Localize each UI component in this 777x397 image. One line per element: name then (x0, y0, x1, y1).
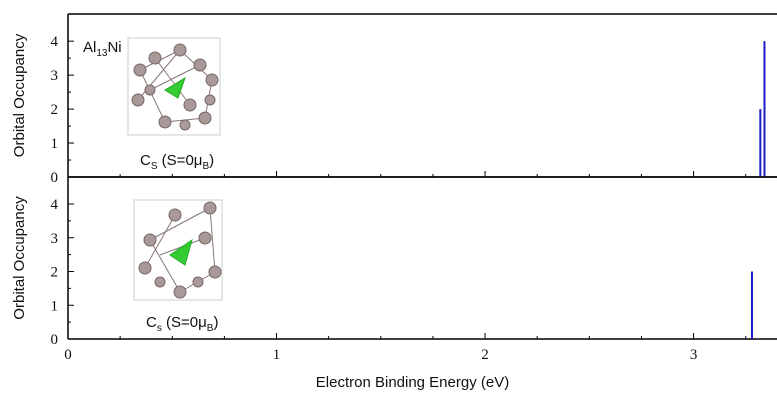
symmetry-annotation-part: C (140, 152, 151, 169)
x-tick-label: 1 (273, 347, 281, 363)
cluster-label-part: Al (83, 39, 96, 56)
cluster-image (128, 38, 220, 135)
page: {"chart_data": [ {"type": "bar", "label"… (0, 0, 777, 397)
y-axis-label: Orbital Occupancy (11, 196, 28, 320)
y-tick-label: 4 (51, 34, 59, 50)
chart: 01234Orbital OccupancyAl13NiCS (S=0μB)01… (0, 0, 777, 397)
y-tick-label: 0 (51, 332, 59, 348)
x-axis-label: Electron Binding Energy (eV) (316, 374, 509, 391)
y-tick-label: 2 (51, 102, 59, 118)
cluster-label-part: Ni (107, 39, 121, 56)
y-tick-label: 1 (51, 136, 59, 152)
symmetry-annotation: CS (S=0μB) (140, 152, 214, 172)
x-tick-label: 2 (481, 347, 489, 363)
y-axis-label: Orbital Occupancy (11, 33, 28, 157)
symmetry-annotation-part: (S=0μ (158, 152, 203, 169)
cluster-image (134, 200, 222, 300)
cluster-label: Al13Ni (83, 39, 122, 59)
x-tick-label: 0 (64, 347, 72, 363)
x-tick-label: 3 (690, 347, 698, 363)
y-tick-label: 1 (51, 298, 59, 314)
cluster-label-part: 13 (96, 48, 108, 59)
y-tick-label: 3 (51, 68, 59, 84)
y-tick-label: 2 (51, 265, 59, 281)
symmetry-annotation: Cs (S=0μB) (146, 314, 218, 334)
y-tick-label: 0 (51, 170, 59, 186)
symmetry-annotation-part: ) (209, 152, 214, 169)
y-tick-label: 3 (51, 231, 59, 247)
symmetry-annotation-part: (S=0μ (162, 314, 207, 331)
symmetry-annotation-part: ) (213, 314, 218, 331)
y-tick-label: 4 (51, 197, 59, 213)
symmetry-annotation-part: C (146, 314, 157, 331)
